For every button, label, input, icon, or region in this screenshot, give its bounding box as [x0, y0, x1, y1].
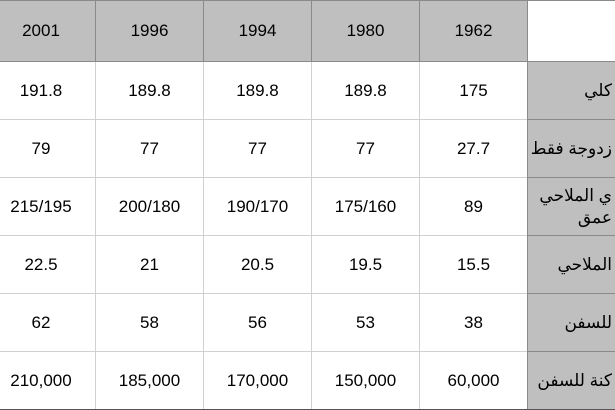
table-cell: 77	[95, 119, 204, 178]
table-cell: 185,000	[95, 351, 204, 410]
table-row: ي الملاحي عمق 89 175/160 190/170 200/180 215/1…	[0, 177, 615, 236]
table-cell: 15.5	[419, 235, 528, 294]
table-cell: 62	[0, 293, 96, 352]
table-cell: 19.5	[311, 235, 420, 294]
table-cell: 215/195	[0, 177, 96, 236]
table-cell: 190/170	[203, 177, 312, 236]
table-row: للسفن 38 53 56 58 62	[0, 293, 615, 352]
table-cell: 210,000	[0, 351, 96, 410]
table-cell: 79	[0, 119, 96, 178]
table-row: زدوجة فقط 27.7 77 77 77 79	[0, 119, 615, 178]
table-cell: 56	[203, 293, 312, 352]
table-row: كنة للسفن 60,000 150,000 170,000 185,000 210,…	[0, 351, 615, 410]
row-label-line: الملاحي	[557, 254, 612, 274]
header-row: 1962 1980 1994 1996 2001	[0, 0, 615, 62]
row-header: للسفن	[527, 293, 615, 352]
table-cell: 20.5	[203, 235, 312, 294]
column-header: 1980	[311, 0, 420, 62]
table-cell: 77	[203, 119, 312, 178]
table-cell: 175/160	[311, 177, 420, 236]
row-header: كنة للسفن	[527, 351, 615, 410]
corner-cell	[527, 0, 615, 62]
table-cell: 53	[311, 293, 420, 352]
row-label-line: للسفن	[564, 312, 612, 332]
table-cell: 77	[311, 119, 420, 178]
table-cell: 150,000	[311, 351, 420, 410]
row-header: كلي	[527, 61, 615, 120]
table-cell: 189.8	[203, 61, 312, 120]
table-row: كلي 175 189.8 189.8 189.8 191.8	[0, 61, 615, 120]
column-header: 2001	[0, 0, 96, 62]
table-cell: 170,000	[203, 351, 312, 410]
table-cell: 38	[419, 293, 528, 352]
table-row: الملاحي 15.5 19.5 20.5 21 22.5	[0, 235, 615, 294]
row-label-line: كنة للسفن	[537, 370, 612, 390]
table-cell: 60,000	[419, 351, 528, 410]
row-header: الملاحي	[527, 235, 615, 294]
row-label-line: عمق	[577, 207, 612, 227]
table-cell: 21	[95, 235, 204, 294]
table-cell: 58	[95, 293, 204, 352]
column-header: 1962	[419, 0, 528, 62]
row-header: ي الملاحي عمق	[527, 177, 615, 236]
table-cell: 191.8	[0, 61, 96, 120]
column-header: 1996	[95, 0, 204, 62]
row-label-line: زدوجة فقط	[530, 138, 612, 158]
table-cell: 27.7	[419, 119, 528, 178]
table-cell: 189.8	[95, 61, 204, 120]
row-label-line: كلي	[584, 80, 612, 100]
table-cell: 200/180	[95, 177, 204, 236]
table-cell: 89	[419, 177, 528, 236]
row-label-line: ي الملاحي	[539, 185, 612, 205]
column-header: 1994	[203, 0, 312, 62]
table-cell: 175	[419, 61, 528, 120]
table-cell: 189.8	[311, 61, 420, 120]
row-header: زدوجة فقط	[527, 119, 615, 178]
table-cell: 22.5	[0, 235, 96, 294]
